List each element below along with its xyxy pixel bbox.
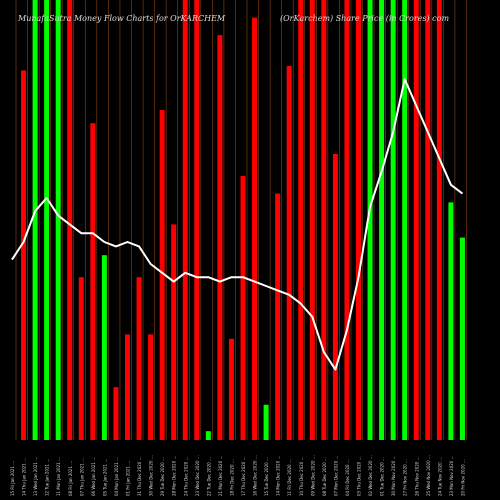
bar [90, 123, 96, 440]
bar [344, 0, 350, 440]
x-tick-label: 23 Wed Dec 2020 … [195, 455, 200, 496]
x-tick-label: 13 Wed Jan 2021 … [33, 457, 38, 496]
x-tick-label: 03 Thu Dec 2020 … [357, 456, 362, 496]
bar [159, 110, 165, 440]
x-tick-label: 09 Wed Dec 2020 … [310, 455, 315, 496]
money-flow-line [11, 78, 464, 371]
x-tick-label: 11 Fri Dec 2020 … [287, 459, 292, 496]
x-tick-label: 27 Fri Nov 2020 … [403, 459, 408, 496]
bar [171, 224, 177, 440]
x-tick-label: 24 Tue Nov 2020 … [437, 457, 442, 496]
bar [240, 176, 246, 440]
chart-title-right: (OrKarchem) Share Price (in Crores) com [280, 14, 450, 23]
bar [205, 431, 211, 440]
x-tick-label: 17 Thu Dec 2020 … [241, 456, 246, 496]
x-tick-label: 14 Mon Dec 2020 … [276, 455, 281, 496]
x-tick-label: 22 Tue Dec 2020 … [206, 457, 211, 496]
x-tick-labels: 15 Fri Jan 2021 … 14 Thu Jan 2021 … 13 Wed… [10, 455, 465, 496]
bar [379, 0, 385, 440]
x-tick-label: 30 Mon Nov 2020 … [391, 455, 396, 496]
bar [44, 0, 50, 440]
x-tick-label: 28 Mon Dec 2020 … [172, 455, 177, 496]
bar [182, 0, 188, 440]
x-tick-label: 24 Thu Dec 2020 … [183, 456, 188, 496]
x-tick-label: 18 Fri Dec 2020 … [229, 459, 234, 496]
x-tick-label: 04 Fri Dec 2020 … [345, 459, 350, 496]
bar [55, 0, 61, 440]
x-tick-label: 31 Thu Dec 2020 … [137, 456, 142, 496]
x-tick-label: 25 Wed Nov 2020 … [426, 455, 431, 496]
bar [252, 17, 258, 440]
x-tick-label: 15 Fri Jan 2021 … [10, 461, 15, 496]
bar [390, 0, 396, 440]
vertical-gridlines [15, 0, 467, 440]
chart-title: MunafaSutra Money Flow Charts for OrKARC… [18, 14, 488, 28]
bar [21, 70, 27, 441]
bar [217, 35, 223, 440]
x-tick-label: 01 Fri Jan 2021 … [126, 461, 131, 496]
x-tick-label: 04 Mon Jan 2021 … [114, 457, 119, 496]
bar [367, 0, 373, 440]
x-tick-label: 20 Fri Nov 2020 … [460, 459, 465, 496]
chart-title-left: MunafaSutra Money Flow Charts for OrKARC… [18, 14, 226, 23]
bar [275, 193, 281, 440]
x-tick-label: 08 Fri Jan 2021 … [68, 461, 73, 496]
bar [148, 334, 154, 440]
bar [332, 154, 338, 440]
money-flow-line-path [11, 78, 464, 371]
bar [32, 0, 38, 440]
bar [194, 0, 200, 440]
bar-series [21, 0, 465, 441]
x-tick-label: 11 Mon Jan 2021 … [56, 457, 61, 496]
x-tick-label: 14 Thu Jan 2021 … [22, 458, 27, 496]
bar [136, 277, 142, 440]
bar [125, 334, 130, 440]
bar [67, 0, 73, 440]
x-tick-label: 16 Wed Dec 2020 … [253, 455, 258, 496]
bar [263, 404, 269, 440]
bar [78, 277, 84, 440]
x-tick-label: 05 Tue Jan 2021 … [102, 459, 107, 496]
x-tick-label: 29 Tue Dec 2020 … [160, 457, 165, 496]
bar [321, 0, 327, 440]
x-tick-label: 21 Mon Dec 2020 … [218, 455, 223, 496]
x-tick-label: 07 Thu Jan 2021 … [79, 458, 84, 496]
bar [436, 0, 442, 440]
x-tick-label: 02 Wed Dec 2020 … [368, 455, 373, 496]
x-tick-label: 30 Wed Dec 2020 … [149, 455, 154, 496]
x-tick-label: 12 Tue Jan 2021 … [45, 459, 50, 496]
bar [113, 387, 119, 440]
x-tick-label: 01 Tue Dec 2020 … [380, 457, 385, 496]
bar [101, 255, 107, 440]
x-tick-label: 23 Mon Nov 2020 … [449, 455, 454, 496]
bar [413, 0, 419, 440]
bar [425, 0, 431, 440]
x-tick-label: 06 Wed Jan 2021 … [91, 457, 96, 496]
bar [402, 0, 408, 440]
bar [448, 202, 454, 440]
x-tick-label: 10 Thu Dec 2020 … [299, 456, 304, 496]
x-tick-label: 26 Thu Nov 2020 … [414, 456, 419, 496]
bar [228, 338, 234, 440]
bar [309, 0, 315, 440]
x-tick-label: 15 Tue Dec 2020 … [264, 457, 269, 496]
bar [286, 66, 292, 440]
bar [356, 0, 361, 440]
x-tick-label: 07 Mon Dec 2020 … [333, 455, 338, 496]
bar [298, 0, 304, 440]
bar [459, 237, 465, 440]
x-tick-label: 08 Tue Dec 2020 … [322, 457, 327, 496]
